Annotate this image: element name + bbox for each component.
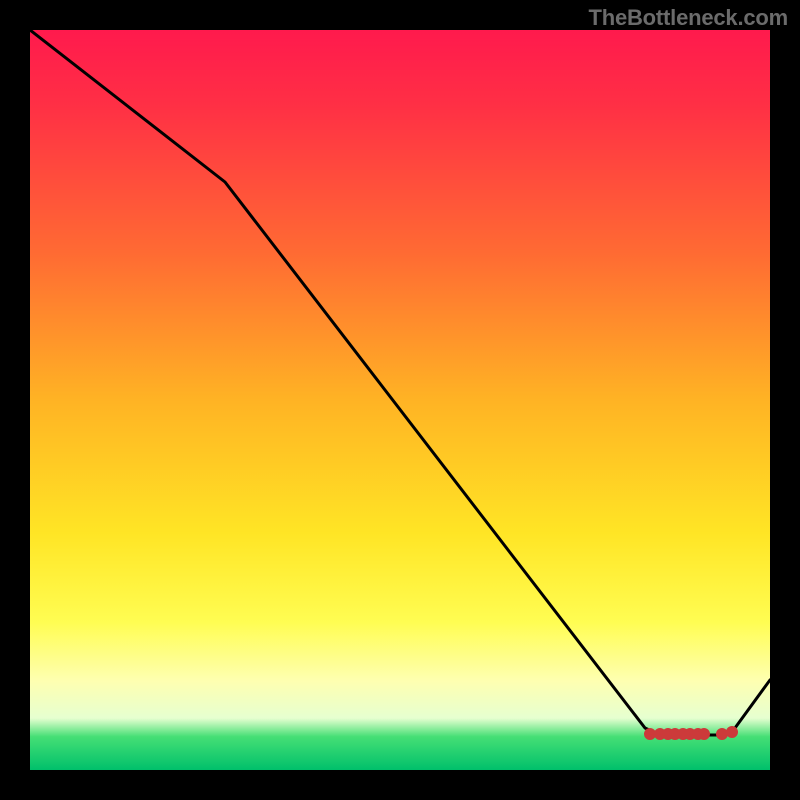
marker-point (699, 729, 710, 740)
chart-container: TheBottleneck.com (0, 0, 800, 800)
plot-area (30, 30, 770, 770)
marker-group (645, 727, 738, 740)
series-line (30, 30, 770, 735)
line-layer (30, 30, 770, 770)
marker-point (645, 729, 656, 740)
marker-point (727, 727, 738, 738)
watermark: TheBottleneck.com (588, 5, 788, 31)
marker-point (717, 729, 728, 740)
